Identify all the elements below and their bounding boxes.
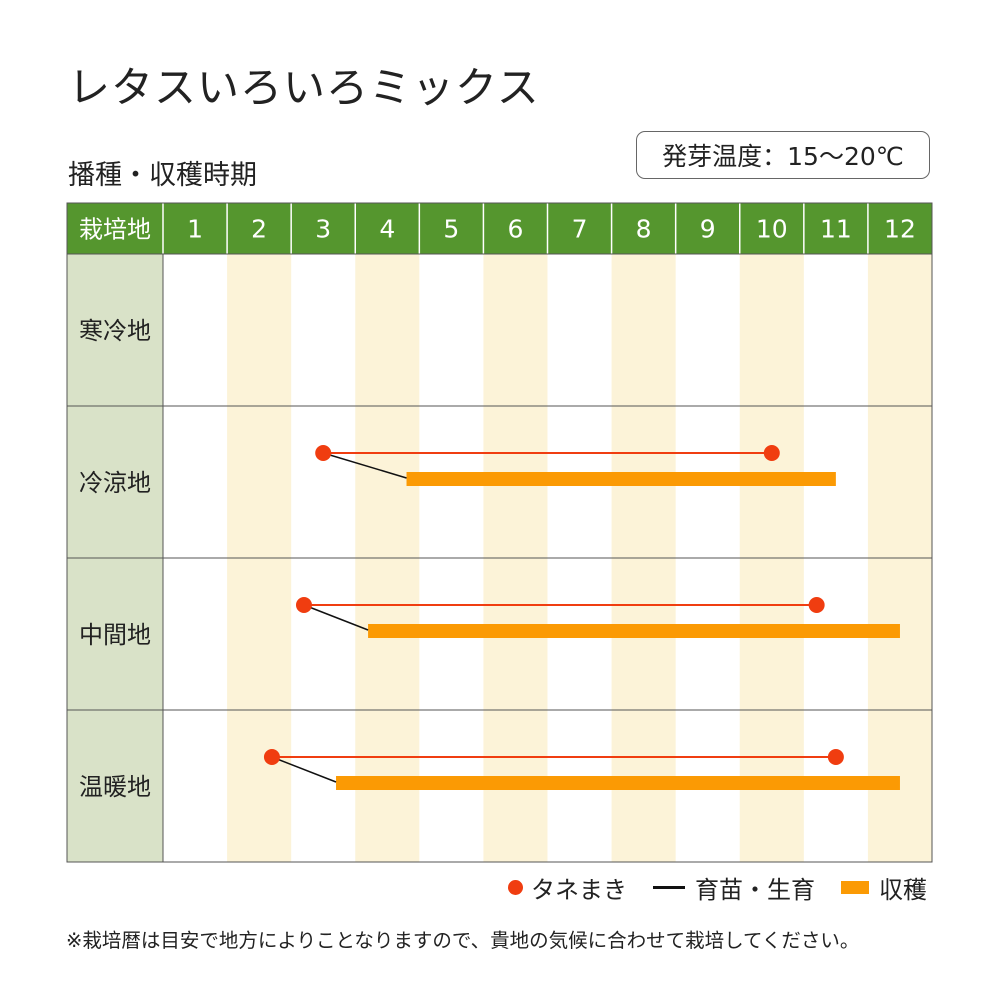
chart-border bbox=[66, 202, 933, 863]
month-tick-label: 6 bbox=[508, 215, 524, 244]
header-label-region: 栽培地 bbox=[79, 216, 151, 244]
sowing-end-dot bbox=[827, 749, 844, 765]
month-header-row bbox=[67, 203, 932, 254]
page-title: レタスいろいろミックス bbox=[68, 63, 540, 112]
legend-label-sowing: タネまき bbox=[531, 875, 627, 904]
legend-item-sowing: タネまき bbox=[508, 870, 627, 905]
footnote: ※栽培暦は目安で地方によりことなりますので、貴地の気候に合わせて栽培してください… bbox=[66, 929, 860, 952]
harvest-bar bbox=[406, 472, 836, 486]
harvest-bar bbox=[336, 776, 900, 790]
region-label: 温暖地 bbox=[79, 773, 151, 801]
chart-legend: タネまき 育苗・生育 収穫 bbox=[508, 870, 927, 904]
month-tick-label: 7 bbox=[572, 215, 588, 244]
sowing-end-dot bbox=[808, 597, 825, 613]
sowing-end-dot bbox=[763, 445, 780, 461]
harvest-bar bbox=[368, 624, 900, 638]
seedling-line-icon bbox=[653, 885, 685, 889]
sowing-start-dot bbox=[295, 597, 312, 613]
sowing-start-dot bbox=[263, 749, 280, 765]
region-label: 冷涼地 bbox=[79, 469, 151, 497]
seedling-connector bbox=[322, 452, 407, 479]
sowing-start-dot bbox=[315, 445, 332, 461]
sowing-dot-icon bbox=[508, 879, 523, 895]
seedling-connector bbox=[303, 604, 369, 631]
legend-label-harvest: 収穫 bbox=[879, 875, 927, 904]
legend-item-seedling: 育苗・生育 bbox=[653, 870, 815, 905]
germination-temperature-badge: 発芽温度：15～20℃ bbox=[636, 131, 930, 179]
month-tick-label: 12 bbox=[884, 215, 916, 244]
month-tick-label: 2 bbox=[251, 215, 267, 244]
legend-label-seedling: 育苗・生育 bbox=[695, 875, 815, 904]
month-tick-label: 4 bbox=[379, 215, 395, 244]
month-tick-label: 1 bbox=[187, 215, 203, 244]
harvest-bar-icon bbox=[841, 880, 869, 894]
month-tick-label: 3 bbox=[315, 215, 331, 244]
region-label: 寒冷地 bbox=[79, 317, 151, 345]
chart-subtitle: 播種・収穫時期 bbox=[68, 160, 257, 191]
legend-item-harvest: 収穫 bbox=[841, 870, 927, 905]
month-tick-label: 9 bbox=[700, 215, 716, 244]
month-tick-label: 5 bbox=[443, 215, 459, 244]
month-tick-label: 10 bbox=[756, 215, 788, 244]
month-tick-label: 11 bbox=[820, 215, 852, 244]
month-tick-label: 8 bbox=[636, 215, 652, 244]
seedling-connector bbox=[271, 756, 337, 783]
region-label: 中間地 bbox=[79, 621, 151, 649]
